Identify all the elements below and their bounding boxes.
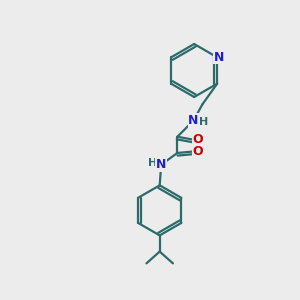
Text: N: N (156, 158, 166, 171)
Text: H: H (148, 158, 157, 168)
Text: H: H (199, 117, 208, 127)
Text: O: O (193, 133, 203, 146)
Text: N: N (213, 51, 224, 64)
Text: O: O (193, 145, 203, 158)
Text: N: N (188, 114, 199, 127)
